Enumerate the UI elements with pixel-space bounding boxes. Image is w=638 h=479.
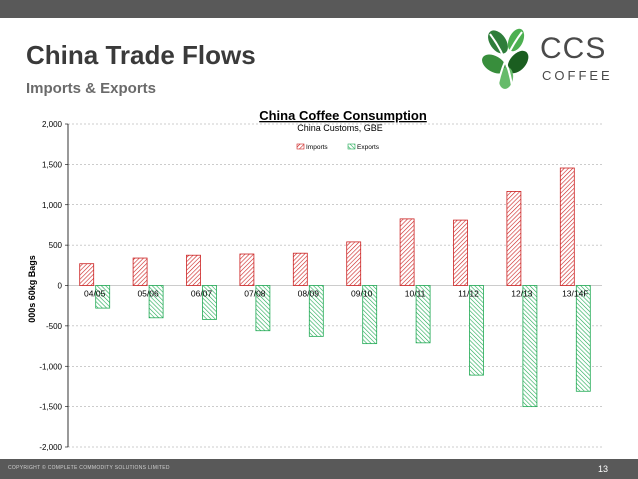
coffee-consumption-chart: 2,000 1,500 1,000 500 0 -500 -1,000 -1,500 -2,00… <box>27 108 602 452</box>
legend-exports-swatch <box>347 143 356 150</box>
x-category-label: 13/14F <box>562 289 588 299</box>
import-bar <box>453 219 468 286</box>
logo-coffee-text: COFFEE <box>542 68 613 83</box>
x-category-label: 05/06 <box>137 289 159 299</box>
import-bar <box>559 167 575 286</box>
export-bar <box>308 285 324 337</box>
export-bar <box>202 285 217 320</box>
x-category-label: 08/09 <box>298 289 320 299</box>
export-bar <box>148 285 164 319</box>
x-category-label: 11/12 <box>458 289 479 299</box>
chart-subtitle: China Customs, GBE <box>297 123 383 133</box>
import-bar <box>239 253 255 286</box>
page-number: 13 <box>598 464 609 474</box>
y-tick-label: 1,500 <box>42 160 63 169</box>
x-category-label: 06/07 <box>191 289 213 299</box>
x-category-label: 10/11 <box>405 289 426 299</box>
legend-imports-swatch <box>296 143 305 150</box>
logo-ccs-text: CCS <box>540 32 607 65</box>
export-bar <box>95 285 111 309</box>
copyright-text: COPYRIGHT © COMPLETE COMMODITY SOLUTIONS… <box>8 465 170 471</box>
y-tick-label: 1,000 <box>42 201 63 210</box>
import-bar <box>346 241 362 286</box>
legend-imports-label: Imports <box>306 144 328 151</box>
y-tick-label: -500 <box>46 322 63 331</box>
x-category-label: 04/05 <box>84 289 106 299</box>
export-bar <box>575 285 591 392</box>
import-bar <box>186 254 201 286</box>
chart-title: China Coffee Consumption <box>259 108 427 123</box>
export-bar <box>469 285 484 376</box>
y-axis-label: 000s 60kg Bags <box>27 255 37 323</box>
export-bar <box>415 285 431 344</box>
import-bar <box>399 218 415 286</box>
y-tick-label: 2,000 <box>42 120 63 129</box>
y-tick-label: -1,500 <box>39 403 62 412</box>
bars-layer <box>79 167 591 408</box>
y-tick-label: 500 <box>49 241 63 250</box>
export-bar <box>522 285 538 408</box>
slide-title: China Trade Flows <box>26 40 256 70</box>
ccs-coffee-logo: CCS COFFEE <box>482 28 627 90</box>
x-category-label: 12/13 <box>511 289 533 299</box>
x-category-label: 09/10 <box>351 289 373 299</box>
export-bar <box>255 285 271 332</box>
legend-exports-label: Exports <box>357 144 380 151</box>
x-category-label: 07/08 <box>244 289 266 299</box>
import-bar <box>292 252 308 286</box>
import-bar <box>79 263 95 286</box>
export-bar <box>362 285 378 345</box>
import-bar <box>132 257 148 286</box>
y-tick-label: 0 <box>58 282 63 291</box>
footer-bar: COPYRIGHT © COMPLETE COMMODITY SOLUTIONS… <box>0 459 638 479</box>
y-tick-label: -1,000 <box>39 362 62 371</box>
top-bar <box>0 0 638 18</box>
coffee-leaf-logo-icon <box>482 28 529 89</box>
axis-layer: 2,000 1,500 1,000 500 0 -500 -1,000 -1,500 -2,00… <box>39 120 588 452</box>
import-bar <box>506 191 522 286</box>
grid-lines <box>68 123 602 448</box>
chart-legend: Imports Exports <box>296 143 380 151</box>
slide-subtitle: Imports & Exports <box>26 80 157 97</box>
y-tick-label: -2,000 <box>39 443 62 452</box>
